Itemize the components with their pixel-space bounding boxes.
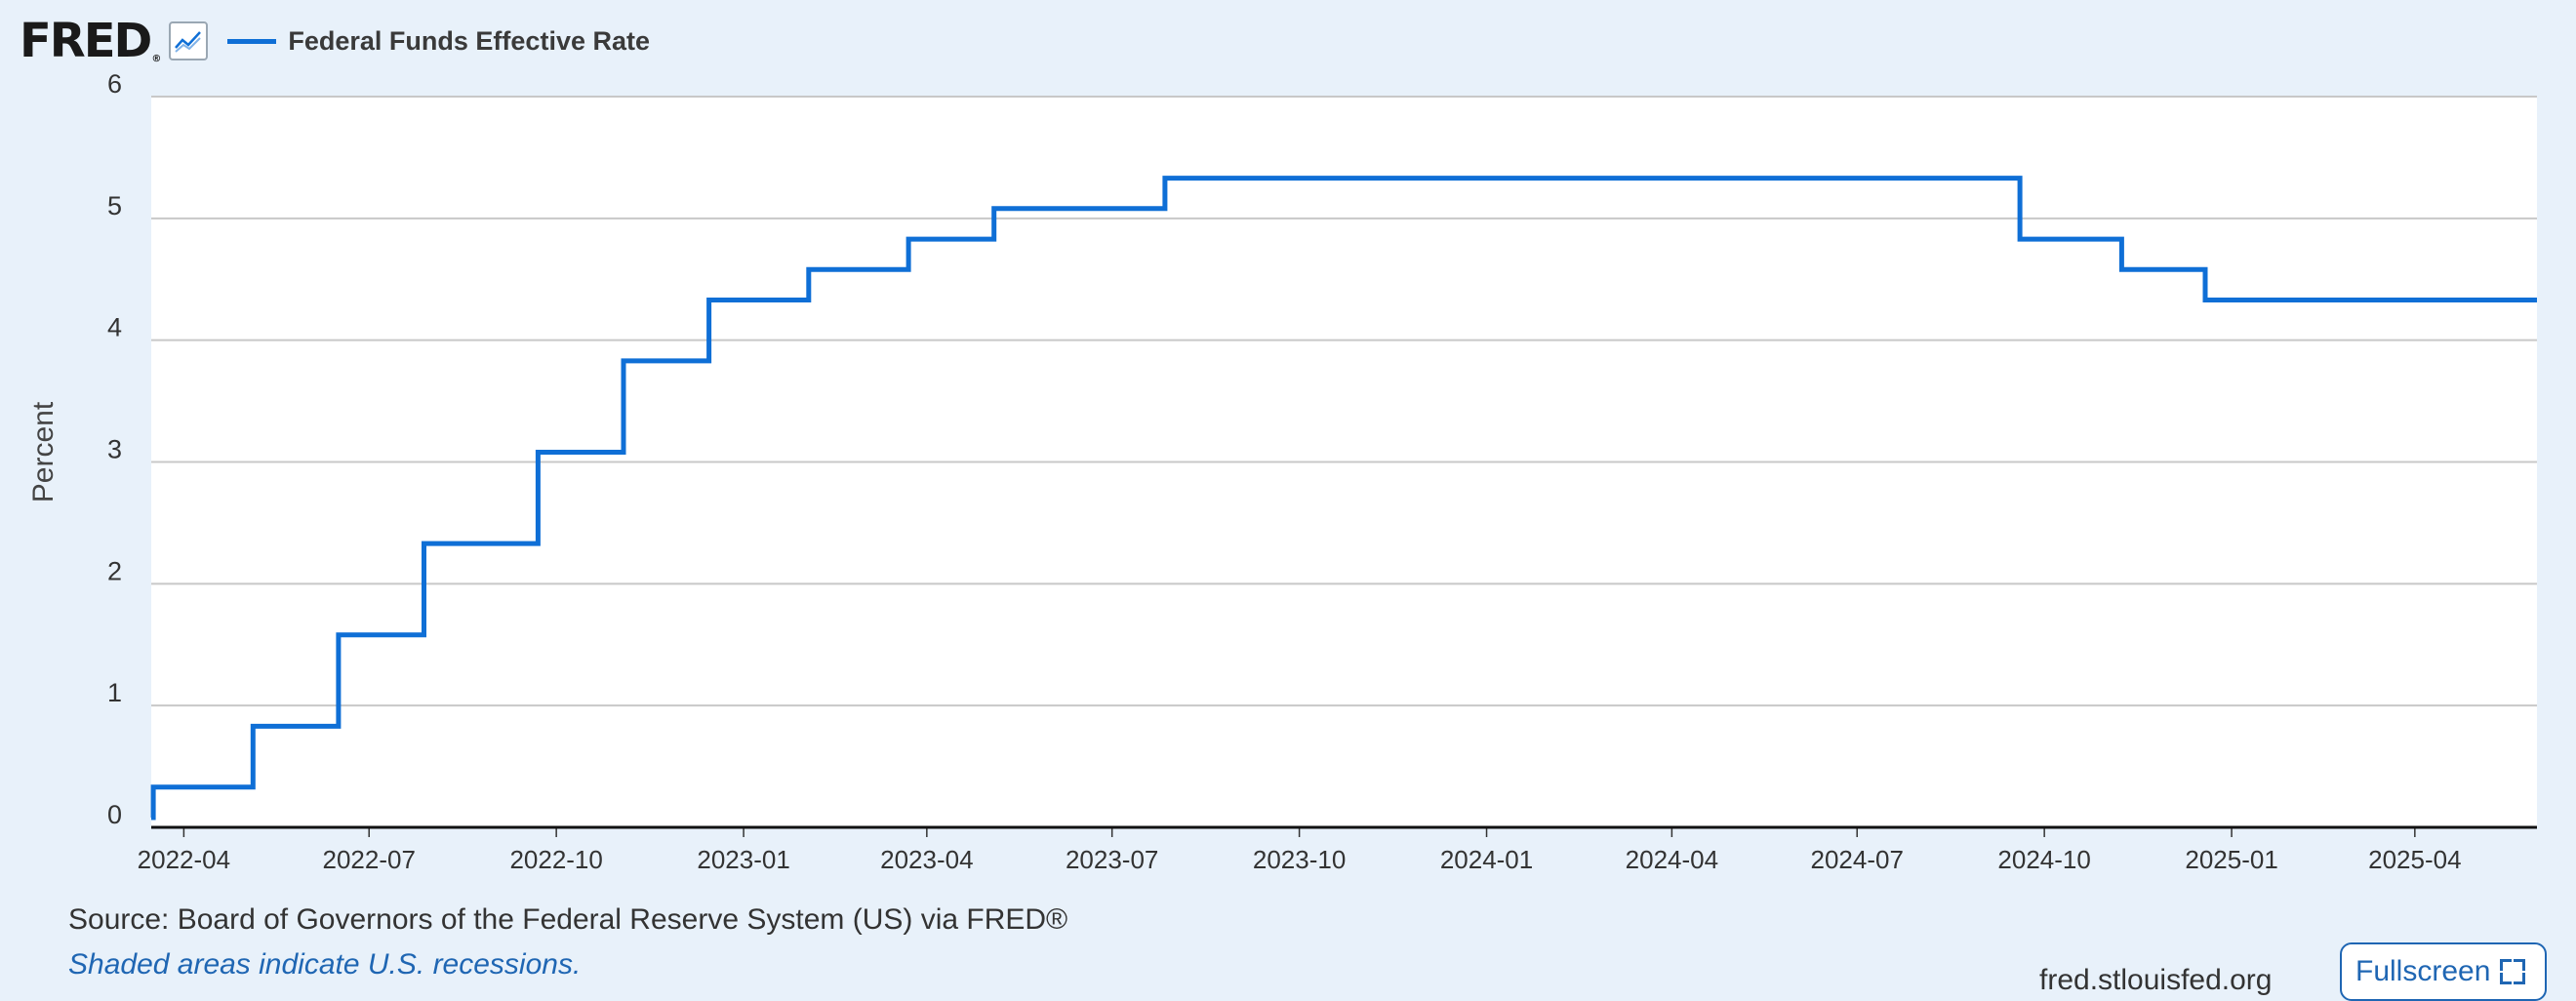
x-tick-label: 2024-07 xyxy=(1811,845,1904,874)
legend-label[interactable]: Federal Funds Effective Rate xyxy=(288,25,650,56)
x-tick-label: 2023-01 xyxy=(697,845,789,874)
legend-swatch xyxy=(227,38,277,44)
fullscreen-icon xyxy=(2500,959,2526,984)
x-tick-label: 2023-07 xyxy=(1066,845,1158,874)
fullscreen-button[interactable]: Fullscreen xyxy=(2340,942,2547,1001)
gridlines xyxy=(151,96,2537,707)
y-tick-label: 6 xyxy=(107,69,122,99)
x-tick-label: 2023-10 xyxy=(1253,845,1346,874)
chart: 0 1 2 3 4 5 6 2022-04 2022-07 2022-10 2023-01 2023… xyxy=(27,69,2537,874)
x-tick-label: 2025-04 xyxy=(2368,845,2461,874)
fred-logo[interactable]: FRED® xyxy=(20,14,161,68)
chart-header: FRED® Federal Funds Effective Rate xyxy=(20,14,650,68)
y-tick-label: 1 xyxy=(107,678,122,707)
y-tick-label: 0 xyxy=(107,800,122,829)
y-axis-label: Percent xyxy=(27,401,60,502)
y-tick-label: 3 xyxy=(107,435,122,464)
x-axis-ticks: 2022-04 2022-07 2022-10 2023-01 2023-04 2023-… xyxy=(138,827,2462,874)
x-tick-label: 2022-07 xyxy=(323,845,416,874)
recession-note: Shaded areas indicate U.S. recessions. xyxy=(68,948,582,981)
x-tick-label: 2022-04 xyxy=(138,845,230,874)
y-axis-ticks: 0 1 2 3 4 5 6 xyxy=(107,69,122,829)
series-line[interactable] xyxy=(150,176,2537,821)
y-tick-label: 4 xyxy=(107,313,122,342)
x-tick-label: 2024-04 xyxy=(1626,845,1718,874)
y-tick-label: 5 xyxy=(107,191,122,220)
legend: Federal Funds Effective Rate xyxy=(227,26,650,57)
x-tick-label: 2025-01 xyxy=(2185,845,2277,874)
x-tick-label: 2024-01 xyxy=(1440,845,1533,874)
x-tick-label: 2022-10 xyxy=(509,845,602,874)
site-url[interactable]: fred.stlouisfed.org xyxy=(2039,964,2273,996)
y-tick-label: 2 xyxy=(107,556,122,585)
line-chart-icon[interactable] xyxy=(169,21,209,60)
fullscreen-label: Fullscreen xyxy=(2355,955,2491,987)
x-tick-label: 2023-04 xyxy=(880,845,973,874)
source-text: Source: Board of Governors of the Federa… xyxy=(68,903,1068,936)
x-tick-label: 2024-10 xyxy=(1997,845,2090,874)
